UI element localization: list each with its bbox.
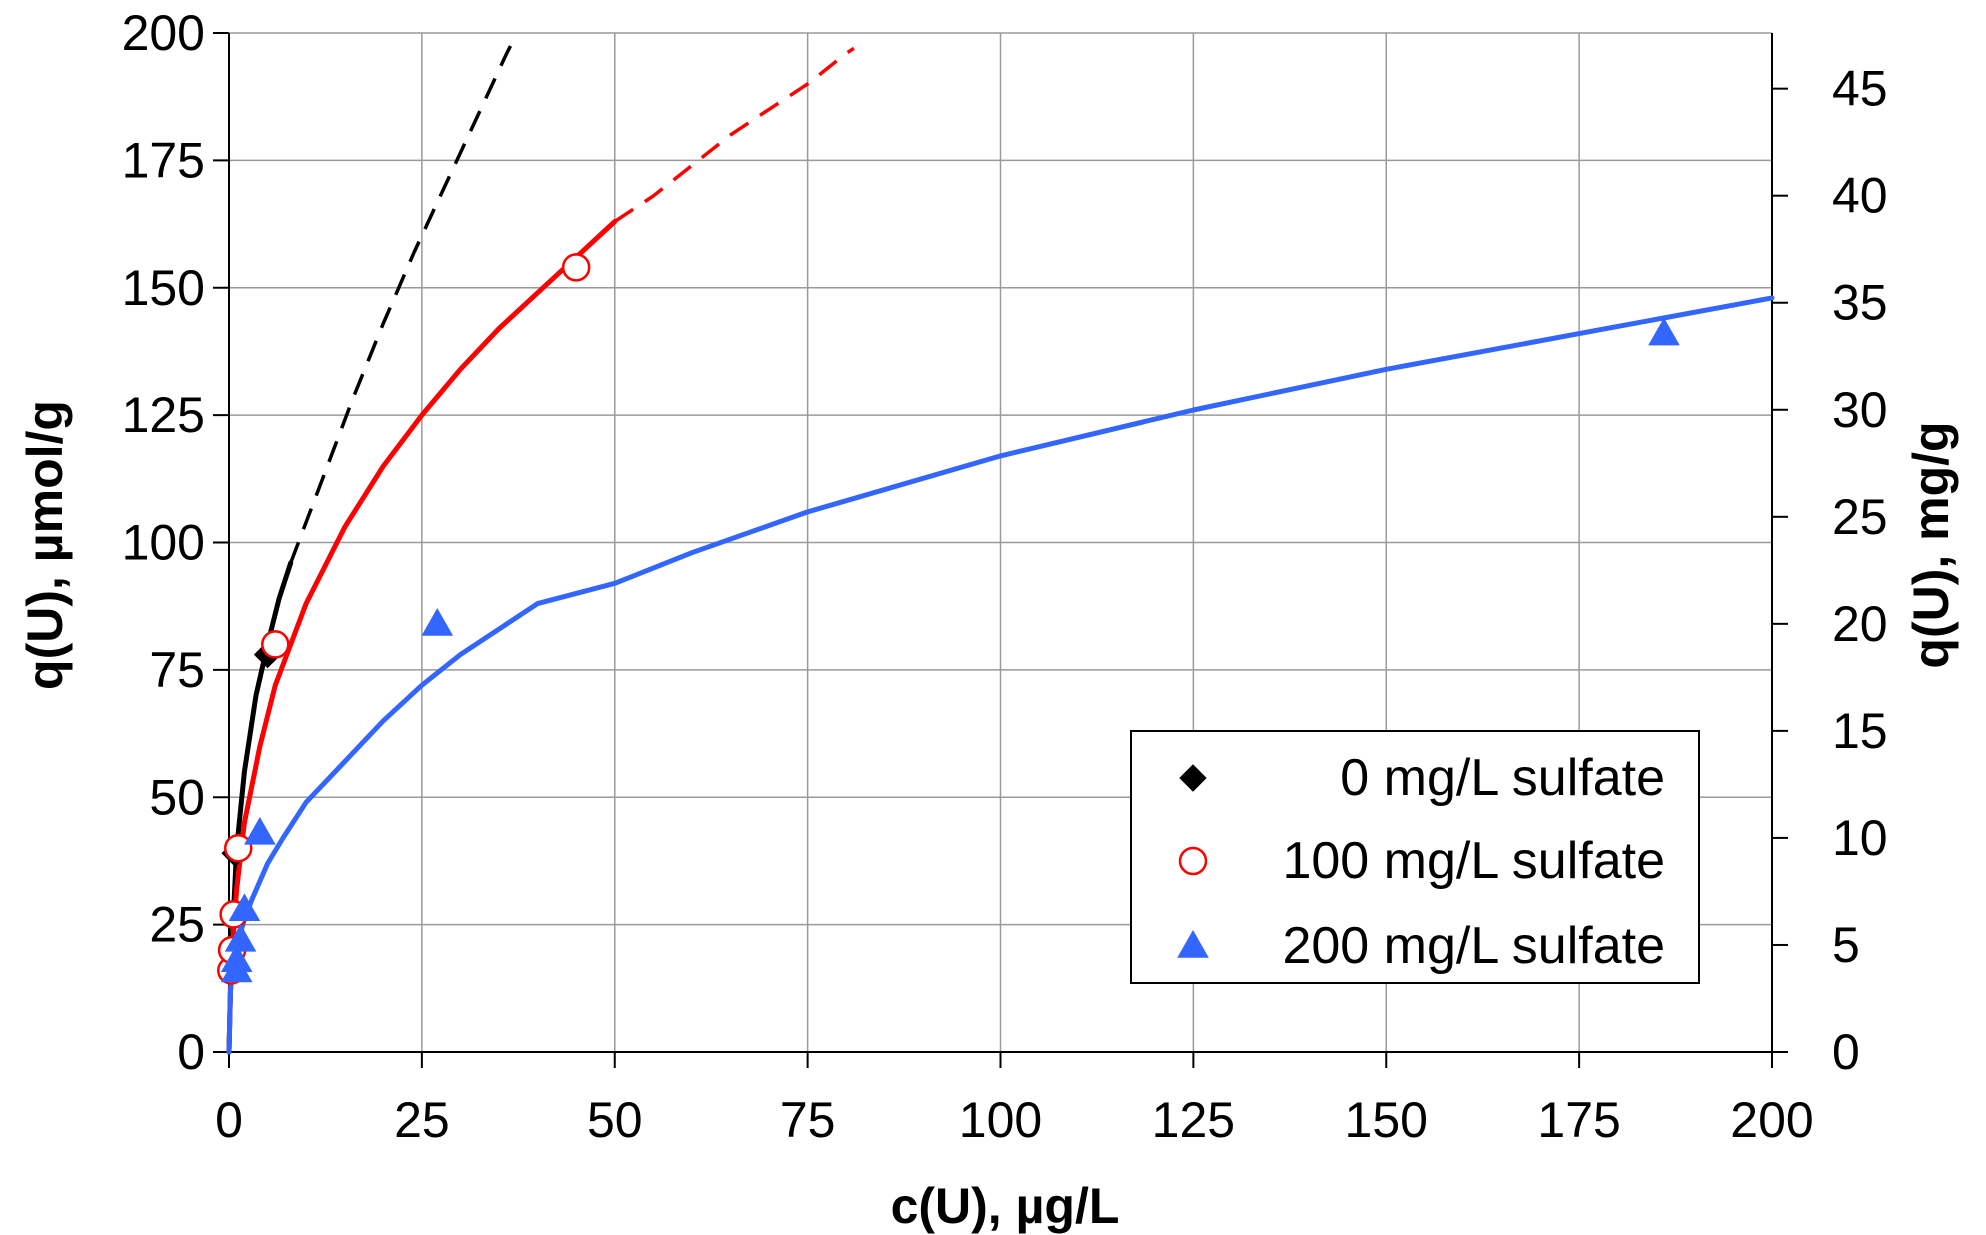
legend-entry-2: 200 mg/L sulfate bbox=[1177, 917, 1665, 975]
y2-tick-label-6: 30 bbox=[1832, 382, 1888, 438]
y-tick-label-5: 125 bbox=[122, 387, 205, 443]
y-tick-label-3: 75 bbox=[149, 642, 205, 698]
y-tick-label-2: 50 bbox=[149, 769, 205, 825]
y2-tick-label-2: 10 bbox=[1832, 810, 1888, 866]
legend-label-2: 200 mg/L sulfate bbox=[1282, 917, 1665, 975]
y-tick-label-4: 100 bbox=[122, 515, 205, 571]
x-tick-label-3: 75 bbox=[780, 1092, 836, 1148]
y2-tick-label-5: 25 bbox=[1832, 489, 1888, 545]
legend-marker-circle bbox=[1178, 846, 1208, 876]
legend-marker-diamond bbox=[1179, 764, 1207, 792]
x-tick-label-4: 100 bbox=[959, 1092, 1042, 1148]
y2-tick-label-7: 35 bbox=[1832, 275, 1888, 331]
y2-tick-label-0: 0 bbox=[1832, 1024, 1860, 1080]
y-tick-label-6: 150 bbox=[122, 260, 205, 316]
x-tick-label-5: 125 bbox=[1152, 1092, 1235, 1148]
legend-entry-1: 100 mg/L sulfate bbox=[1178, 832, 1665, 890]
legend-box bbox=[1130, 730, 1700, 984]
data-point-2-5 bbox=[421, 608, 454, 636]
legend-symbol-1 bbox=[1178, 846, 1208, 876]
y-tick-label-0: 0 bbox=[177, 1024, 205, 1080]
x-tick-label-2: 50 bbox=[587, 1092, 643, 1148]
legend-label-1: 100 mg/L sulfate bbox=[1282, 832, 1665, 890]
data-point-2-6 bbox=[1648, 317, 1680, 346]
legend: 0 mg/L sulfate 100 mg/L sulfate 200 mg/L… bbox=[1130, 730, 1700, 984]
y-axis-title: q(U), µmol/g bbox=[17, 400, 73, 690]
y2-tick-label-9: 45 bbox=[1832, 61, 1888, 117]
y2-tick-label-1: 5 bbox=[1832, 917, 1860, 973]
fit-curve-dashed-1 bbox=[613, 46, 855, 223]
y2-tick-label-4: 20 bbox=[1832, 596, 1888, 652]
y-tick-label-7: 175 bbox=[122, 132, 205, 188]
x-tick-label-0: 0 bbox=[215, 1092, 243, 1148]
data-point-2-3 bbox=[228, 893, 261, 922]
data-point-1-3 bbox=[224, 833, 253, 863]
data-point-1-5 bbox=[561, 253, 591, 282]
data-point-2-2 bbox=[224, 923, 257, 952]
x-tick-label-8: 200 bbox=[1730, 1092, 1813, 1148]
axes bbox=[213, 32, 1788, 1068]
legend-label-0: 0 mg/L sulfate bbox=[1340, 749, 1665, 807]
x-axis-title: c(U), µg/L bbox=[891, 1178, 1120, 1234]
x-tick-label-6: 150 bbox=[1345, 1092, 1428, 1148]
data-point-2-1 bbox=[220, 944, 253, 973]
legend-symbol-2 bbox=[1177, 930, 1209, 958]
legend-entry-0: 0 mg/L sulfate bbox=[1179, 749, 1665, 807]
legend-symbol-0 bbox=[1179, 764, 1207, 792]
data-point-2-4 bbox=[244, 816, 276, 845]
data-points bbox=[216, 253, 1680, 985]
y-tick-label-8: 200 bbox=[122, 5, 205, 61]
x-tick-label-7: 175 bbox=[1537, 1092, 1620, 1148]
x-tick-label-1: 25 bbox=[394, 1092, 450, 1148]
y2-tick-label-3: 15 bbox=[1832, 703, 1888, 759]
y2-tick-label-8: 40 bbox=[1832, 168, 1888, 224]
fit-curve-dashed-0 bbox=[289, 37, 517, 564]
legend-marker-triangle bbox=[1177, 930, 1209, 958]
y2-axis-title: q(U), mg/g bbox=[1903, 421, 1959, 668]
y-tick-label-1: 25 bbox=[149, 897, 205, 953]
data-point-1-4 bbox=[261, 630, 290, 659]
